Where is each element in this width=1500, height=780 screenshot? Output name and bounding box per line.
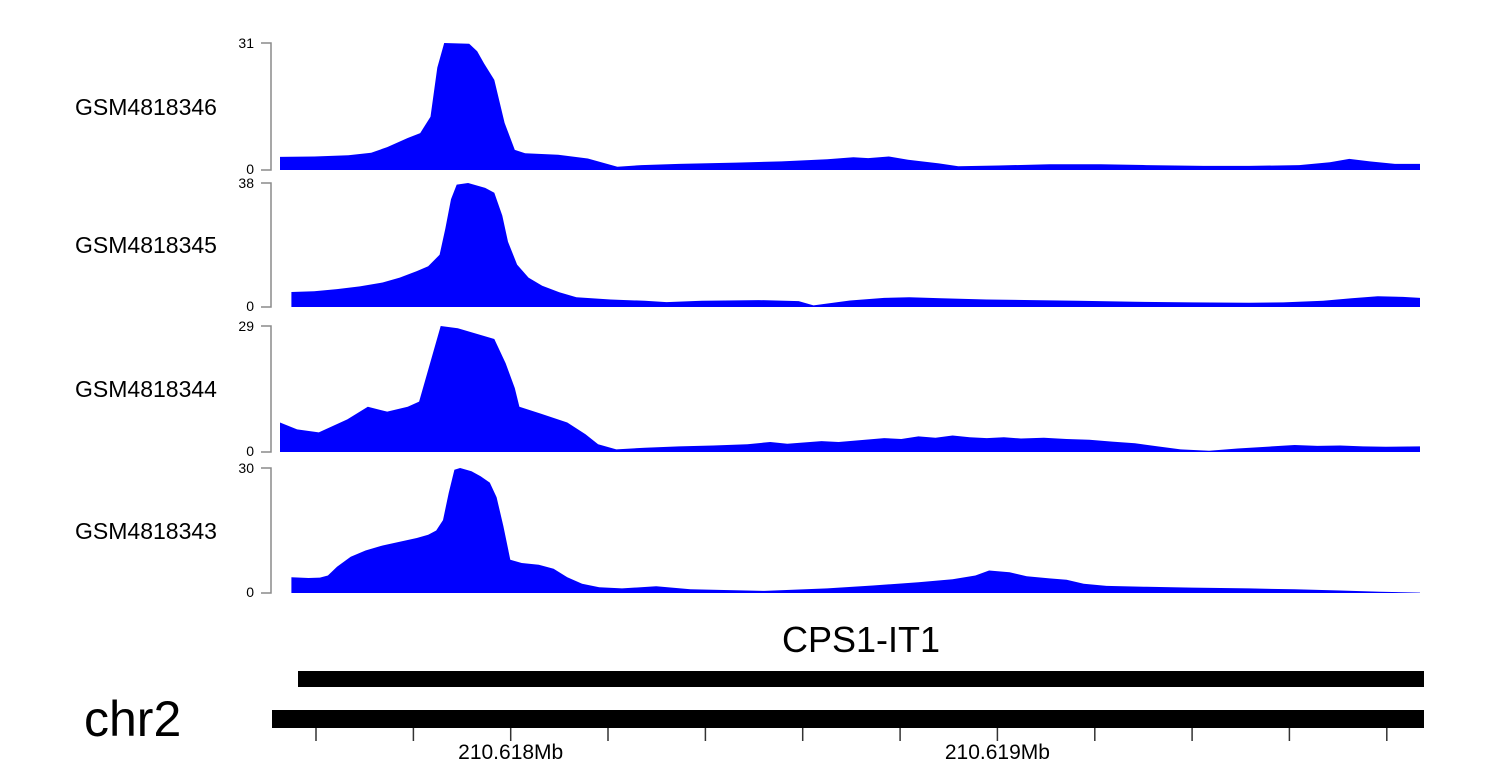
track-yaxis-bracket: [261, 182, 272, 308]
yaxis-max-label: 29: [238, 318, 254, 334]
yaxis-max-label: 30: [238, 460, 254, 476]
track-yaxis-bracket: [261, 467, 272, 594]
genome-axis-bar: [272, 710, 1424, 728]
track-label-gsm4818346: GSM4818346: [75, 93, 217, 120]
track-label-gsm4818345: GSM4818345: [75, 232, 217, 258]
coverage-area-gsm4818345: [291, 183, 1420, 307]
track-label-gsm4818343: GSM4818343: [75, 517, 217, 544]
gene-name-label: CPS1-IT1: [781, 619, 941, 660]
coverage-area-gsm4818343: [291, 468, 1420, 593]
axis-tick-label: 210.619Mb: [944, 741, 1050, 764]
coverage-area-gsm4818344: [280, 326, 1420, 452]
yaxis-zero-label: 0: [246, 161, 254, 177]
yaxis-zero-label: 0: [246, 443, 254, 459]
coverage-area-gsm4818346: [280, 43, 1420, 170]
gene-body-bar: [298, 671, 1424, 687]
yaxis-max-label: 31: [238, 35, 254, 51]
yaxis-zero-label: 0: [246, 584, 254, 600]
yaxis-max-label: 38: [238, 175, 254, 191]
track-label-gsm4818344: GSM4818344: [75, 376, 217, 402]
track-yaxis-bracket: [261, 42, 272, 171]
axis-tick-label: 210.618Mb: [458, 741, 564, 764]
yaxis-zero-label: 0: [246, 298, 254, 314]
track-yaxis-bracket: [261, 325, 272, 453]
chromosome-label: chr2: [84, 691, 182, 747]
